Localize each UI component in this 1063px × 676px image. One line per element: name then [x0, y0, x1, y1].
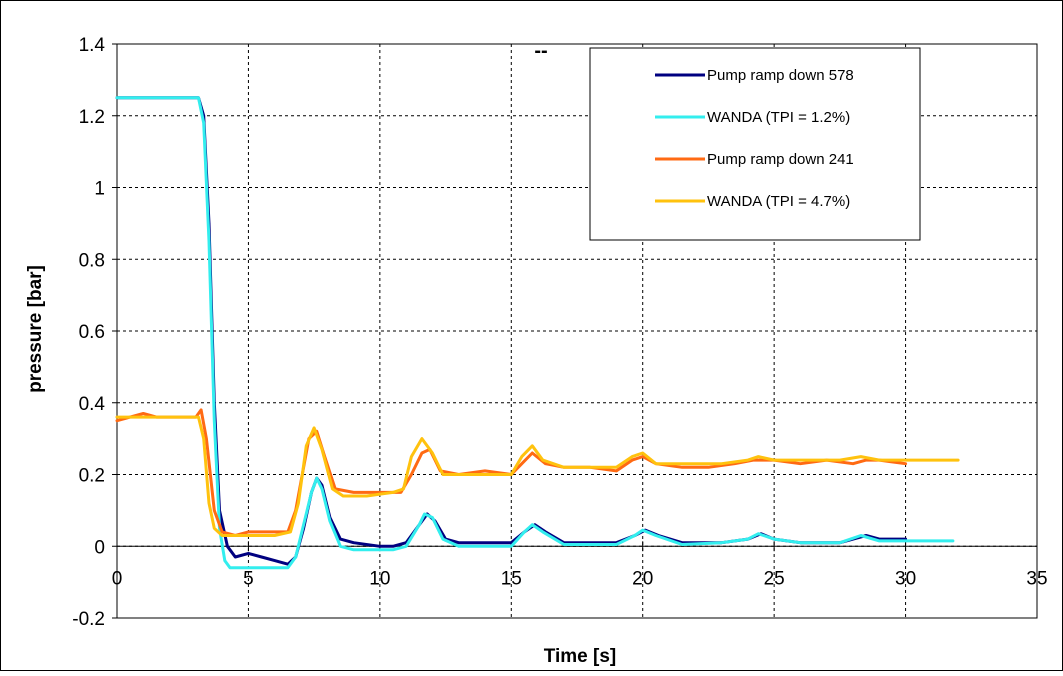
y-tick-label: 0.4 — [79, 394, 106, 415]
x-tick-label: 10 — [369, 568, 390, 589]
x-tick-label: 0 — [112, 568, 123, 589]
y-tick-label: 1.4 — [79, 35, 106, 56]
y-tick-label: 0.2 — [79, 466, 105, 487]
axes: 0 5 10 15 20 25 30 35 -0.2 0 0.2 0.4 0.6 0.8 1 1.2 1.4 — [72, 35, 1047, 630]
legend: Pump ramp down 578 WANDA (TPI = 1.2%) Pump… — [589, 47, 921, 241]
series-lines — [115, 96, 960, 570]
legend-label-3: Pump ramp down 241 — [707, 151, 854, 168]
series-line-3 — [115, 408, 908, 537]
x-tick-label: 25 — [764, 568, 785, 589]
chart-annotation: -- — [534, 40, 547, 62]
y-tick-label: 1.2 — [79, 107, 105, 128]
legend-label-1: Pump ramp down 578 — [707, 67, 854, 84]
legend-label-4: WANDA (TPI = 4.7%) — [707, 193, 850, 210]
x-axis-title: Time [s] — [544, 646, 617, 667]
x-tick-label: 35 — [1026, 568, 1047, 589]
y-tick-label: -0.2 — [72, 609, 105, 630]
y-axis-title: pressure [bar] — [25, 265, 46, 393]
legend-label-2: WANDA (TPI = 1.2%) — [707, 109, 850, 126]
y-tick-label: 1 — [94, 179, 105, 200]
series-line-4 — [115, 415, 960, 537]
legend-box — [589, 47, 921, 241]
x-tick-label: 20 — [632, 568, 653, 589]
y-tick-label: 0.6 — [79, 322, 105, 343]
x-tick-label: 30 — [895, 568, 916, 589]
x-tick-label: 5 — [243, 568, 254, 589]
y-tick-label: 0 — [94, 537, 105, 558]
y-tick-label: 0.8 — [79, 250, 105, 271]
series-line-2 — [115, 96, 955, 570]
legend-items: Pump ramp down 578 WANDA (TPI = 1.2%) Pump… — [655, 67, 854, 210]
x-tick-label: 15 — [501, 568, 522, 589]
